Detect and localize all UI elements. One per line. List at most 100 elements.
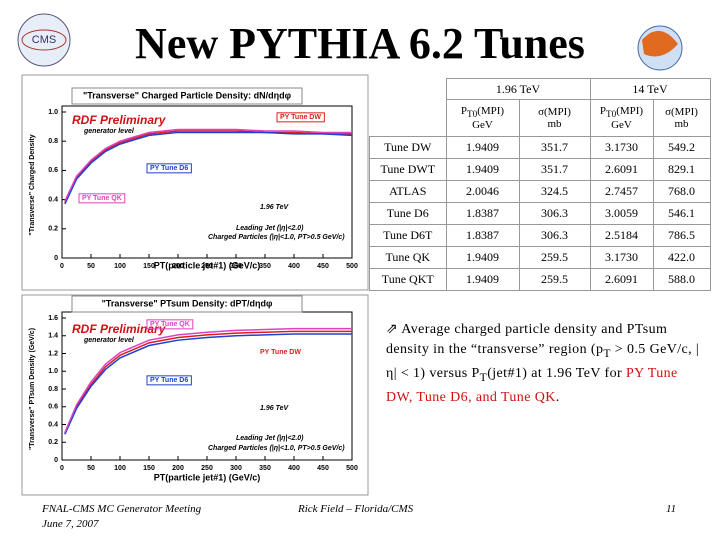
y-tick-label: 0 [54,457,58,464]
bullet-icon: ⇗ [386,322,402,337]
y-tick-label: 0.6 [48,167,58,174]
y-tick-label: 0.2 [48,439,58,446]
line [64,327,352,433]
table-cell: 588.0 [652,268,711,291]
text: (MPI) [616,104,644,117]
table-cell: 2.0046 [445,180,520,203]
text: mb [674,118,689,130]
annotation: Charged Particles (|η|<1.0, PT>0.5 GeV/c… [208,234,345,241]
table-cell: σ(MPI) mb [518,99,591,137]
table-cell: 324.5 [518,180,591,203]
table-cell: 1.9409 [445,158,520,181]
y-tick-label: 1.2 [48,350,58,357]
annotation: Leading Jet (|η|<2.0) [236,225,304,232]
table-cell: PT0(MPI) GeV [589,99,654,137]
line [64,131,353,205]
svg-text:CMS: CMS [32,34,56,46]
x-tick-label: 150 [143,465,155,472]
y-tick-label: 1.0 [48,368,58,375]
table-cell: 1.8387 [445,202,520,225]
legend-label: PY Tune DW [260,349,301,356]
annotation: RDF Preliminary [72,113,167,127]
footer-author: Rick Field – Florida/CMS [298,503,414,515]
x-tick-label: 0 [60,263,64,270]
table-row: ATLAS 2.0046 324.5 2.7457 768.0 [369,180,711,203]
x-tick-label: 250 [201,263,213,270]
y-tick-label: 0.4 [48,421,58,428]
table-cell: Tune D6T [369,224,447,247]
table-cell: 14 TeV [589,78,711,100]
annotation: RDF Preliminary [72,322,167,336]
bullet: ⇗ Average charged particle density and P… [386,320,706,408]
x-tick-label: 500 [346,465,358,472]
table-cell: 351.7 [518,136,591,159]
table-cell: 306.3 [518,202,591,225]
annotation: Leading Jet (|η|<2.0) [236,435,304,442]
text: | < 1) versus P [393,365,480,381]
text: T0 [467,109,478,120]
line [64,333,352,435]
table-cell: 3.1730 [589,136,654,159]
text: σ(MPI) [538,106,571,118]
x-tick-label: 500 [346,263,358,270]
table-cell: Tune DWT [369,158,447,181]
annotation: generator level [83,128,135,135]
chart-title: "Transverse" Charged Particle Density: d… [83,90,292,100]
y-axis-label: "Transverse" Charged Density [29,134,36,235]
table-row: Tune QK 1.9409 259.5 3.1730 422.0 [369,246,711,269]
table-cell [370,79,447,100]
text: GeV [611,119,632,132]
table-cell: 259.5 [518,246,591,269]
page-number: 11 [666,503,677,515]
plot-area [61,311,353,461]
table-cell: 2.6091 [589,158,654,181]
annotation: 1.96 TeV [260,204,289,211]
title-box [71,87,303,105]
cms-logo: CMS [17,13,71,67]
text: mb [547,118,562,130]
y-tick-label: 0.2 [48,226,58,233]
x-tick-label: 300 [230,465,242,472]
legend-label: PY Tune DW [280,114,321,121]
table-cell: 829.1 [652,158,711,181]
text: . [555,389,560,405]
table-cell: σ(MPI) mb [652,99,711,137]
table-cell: 306.3 [518,224,591,247]
table-cell: Tune QKT [369,268,447,291]
x-axis-label: PT(particle jet#1) (GeV/c) [154,260,261,270]
table-cell: 2.7457 [589,180,654,203]
line [64,128,352,202]
legend-box [276,112,325,123]
table: 1.96 TeV 14 TeV PT0(MPI) GeV σ(MPI) mb PT0(MPI… [369,78,711,291]
line [64,330,352,434]
text: PY Tune DW, Tune D6, and Tune QK [386,365,678,405]
line [64,130,352,203]
table-cell: 422.0 [652,246,711,269]
x-tick-label: 50 [87,465,95,472]
x-tick-label: 450 [317,263,329,270]
text: T [603,346,611,360]
table-cell: 1.9409 [445,246,520,269]
x-tick-label: 350 [259,263,271,270]
table-row: 1.96 TeV 14 TeV [370,78,711,100]
footer-date: June 7, 2007 [42,518,99,530]
legend-box [146,319,194,330]
y-tick-label: 0.8 [48,386,58,393]
table-cell: Tune DW [369,136,447,159]
text: T0 [606,109,617,120]
legend-label: PY Tune QK [82,195,122,202]
text: P [460,104,468,117]
title-box [71,295,303,313]
y-tick-label: 1.4 [48,333,58,340]
x-tick-label: 350 [259,465,271,472]
y-tick-label: 0 [54,255,58,262]
table-cell: 786.5 [652,224,711,247]
legend-label: PY Tune D6 [150,165,188,172]
x-tick-label: 400 [288,465,300,472]
x-tick-label: 50 [87,263,95,270]
annotation: 1.96 TeV [260,405,289,412]
table-cell: 259.5 [518,268,591,291]
x-tick-label: 100 [114,263,126,270]
y-tick-label: 0.4 [48,196,58,203]
